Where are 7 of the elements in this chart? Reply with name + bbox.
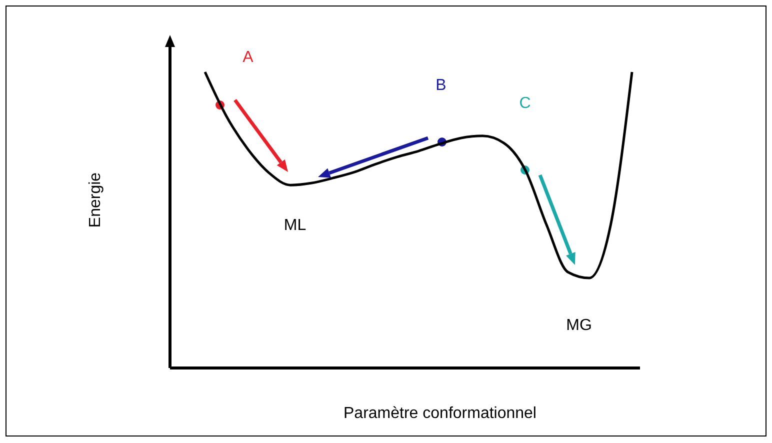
x-axis-title: Paramètre conformationnel — [344, 405, 536, 422]
annotation: C — [519, 95, 531, 112]
y-axis-title: Energie — [87, 172, 104, 228]
text: A — [242, 49, 254, 66]
annotation: MG — [566, 317, 592, 334]
annotation: B — [436, 77, 446, 94]
annotation: ML — [284, 217, 306, 234]
